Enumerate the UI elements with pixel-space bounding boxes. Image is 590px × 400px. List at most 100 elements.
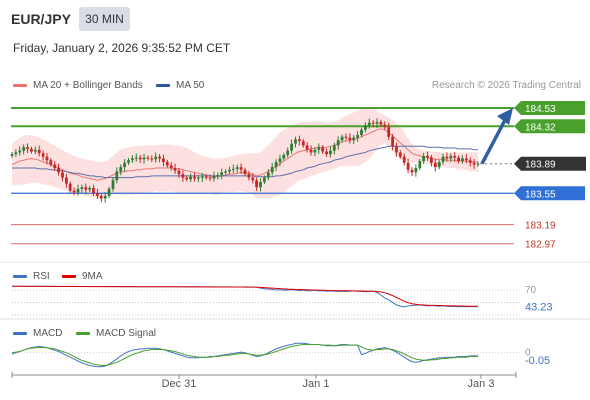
candle-body <box>208 177 212 179</box>
candle-body <box>266 172 270 178</box>
candle-body <box>99 195 103 199</box>
candle-body <box>169 165 173 168</box>
candle-body <box>96 193 99 196</box>
candle-body <box>441 156 445 162</box>
legend-label: MACD <box>33 328 63 339</box>
candle-body <box>402 156 406 163</box>
candle-body <box>142 157 146 160</box>
candle-body <box>10 154 14 156</box>
legend-swatch <box>62 275 76 278</box>
candle-body <box>138 157 142 160</box>
candle-body <box>445 156 449 159</box>
candle-body <box>41 153 45 157</box>
legend-item-macd-signal: MACD Signal <box>76 328 156 339</box>
candle-body <box>134 157 138 159</box>
credit-text: Research © 2026 Trading Central <box>431 80 581 91</box>
candle-body <box>457 157 460 162</box>
candle-body <box>317 147 321 150</box>
candle-body <box>344 136 348 138</box>
candle-body <box>270 167 274 173</box>
candle-body <box>14 152 18 155</box>
candle-body <box>422 155 425 162</box>
candle-body <box>127 160 130 163</box>
legend-swatch <box>156 84 170 87</box>
level-tag-support <box>514 186 585 201</box>
candle-body <box>476 163 480 165</box>
legend-item-macd: MACD <box>13 328 62 339</box>
candle-body <box>220 172 224 175</box>
macd-last-value: -0.05 <box>525 355 550 367</box>
candle-body <box>49 160 53 165</box>
candle-body <box>131 158 134 161</box>
candle-body <box>282 155 286 159</box>
x-tick-label: Jan 3 <box>468 378 495 390</box>
level-label: 184.32 <box>525 122 556 133</box>
candle-body <box>103 195 107 199</box>
candle-body <box>204 176 208 178</box>
candle-body <box>433 162 437 168</box>
candle-body <box>235 167 239 169</box>
candle-body <box>255 180 258 188</box>
candle-body <box>294 139 297 144</box>
candle-body <box>165 162 169 166</box>
macd-tick-label: 0 <box>525 348 531 359</box>
candle-body <box>395 146 398 153</box>
candle-body <box>92 188 95 194</box>
candle-body <box>472 162 476 165</box>
legend-label: MA 50 <box>176 80 205 91</box>
current-price-label: 183.89 <box>525 160 556 171</box>
candle-body <box>193 176 196 179</box>
rsi-tick-label: 70 <box>525 285 537 296</box>
candle-body <box>53 164 57 169</box>
candle-body <box>68 183 72 191</box>
level-label: 184.53 <box>525 104 556 115</box>
candle-body <box>185 177 189 180</box>
candle-body <box>119 167 123 172</box>
legend-swatch <box>13 84 27 87</box>
candle-body <box>305 145 309 150</box>
candle-body <box>243 169 247 175</box>
candle-body <box>340 136 344 141</box>
forecast-arrow-head <box>497 108 513 126</box>
candle-body <box>278 158 282 162</box>
legend-item-rsi-9ma: 9MA <box>62 271 103 282</box>
candle-body <box>259 182 262 188</box>
candle-body <box>228 169 231 172</box>
candle-body <box>61 172 64 178</box>
candle-body <box>123 162 126 168</box>
candle-body <box>115 171 119 181</box>
candle-body <box>309 149 313 153</box>
candle-body <box>212 175 216 179</box>
candle-body <box>465 158 468 161</box>
candle-body <box>360 129 363 135</box>
legend-swatch <box>13 332 27 335</box>
candle-body <box>181 174 185 178</box>
legend-label: 9MA <box>82 271 103 282</box>
candle-body <box>286 150 290 155</box>
candle-body <box>18 150 22 153</box>
candle-body <box>111 180 115 189</box>
level-label: 183.55 <box>525 189 556 200</box>
candle-body <box>290 143 293 151</box>
candle-body <box>426 155 429 158</box>
candle-body <box>37 149 41 154</box>
candle-body <box>379 122 383 125</box>
x-tick-label: Dec 31 <box>162 378 197 390</box>
candle-body <box>150 158 154 160</box>
candle-body <box>239 167 243 170</box>
candle-body <box>414 168 418 173</box>
macd-line <box>11 342 478 368</box>
legend-swatch <box>76 332 90 335</box>
candle-body <box>313 149 317 153</box>
level-tag-resistance <box>514 119 585 134</box>
candle-body <box>375 122 379 124</box>
timeframe-badge[interactable]: 30 MIN <box>79 7 130 31</box>
legend-swatch <box>13 275 27 278</box>
x-tick-label: Jan 1 <box>303 378 330 390</box>
candle-body <box>371 122 375 124</box>
legend-item-ma20: MA 20 + Bollinger Bands <box>13 80 143 91</box>
level-label: 183.19 <box>525 221 556 232</box>
candle-body <box>146 157 150 159</box>
candle-body <box>80 187 84 189</box>
